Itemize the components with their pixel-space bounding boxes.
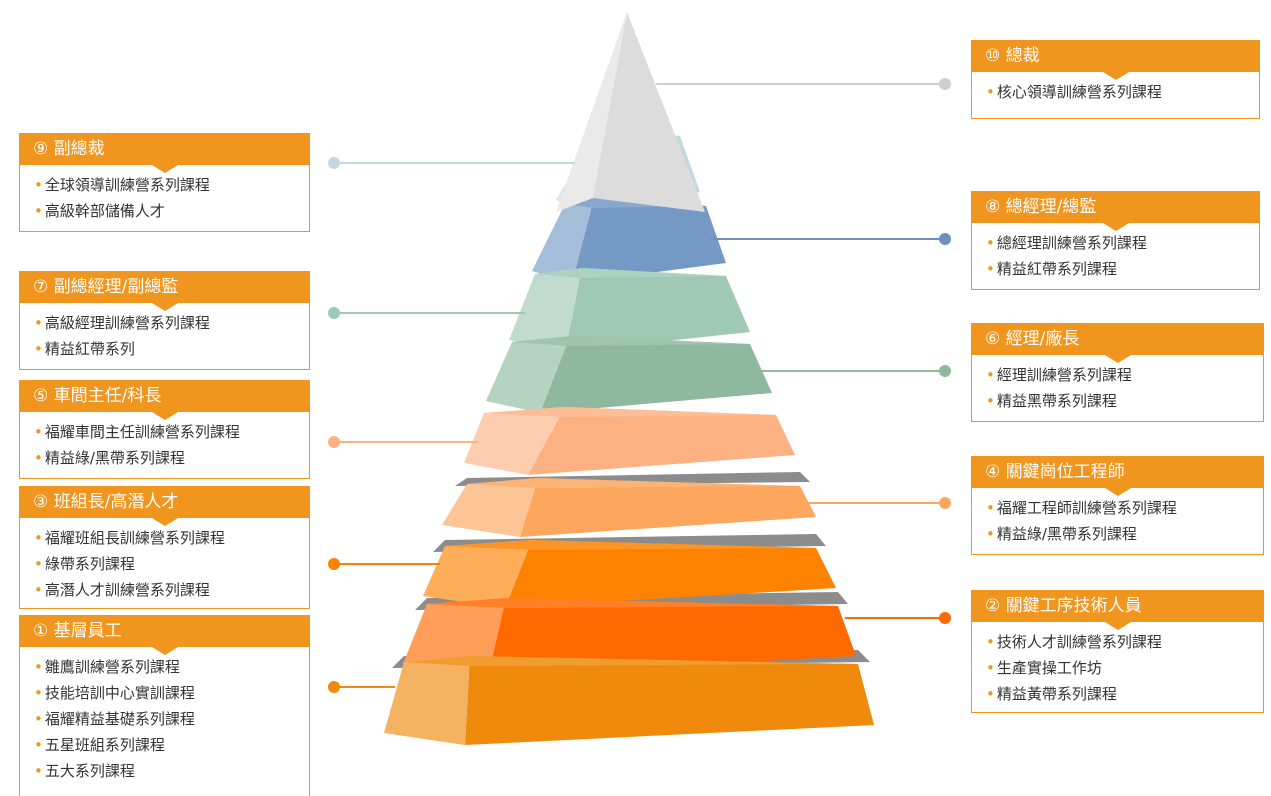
tier6-face [540,336,772,413]
list-item: • 高潛人才訓練營系列課程 [34,577,309,603]
level-3-title: ③ 班組長/高潛人才 [20,487,309,518]
level-6-title: ⑥ 經理/廠長 [972,324,1263,355]
connector-dot [328,157,340,169]
list-item: • 福耀工程師訓練營系列課程 [986,495,1263,521]
list-item: • 福耀精益基礎系列課程 [34,706,309,732]
box-level-5: ⑤ 車間主任/科長 • 福耀車間主任訓練營系列課程 • 精益綠/黑帶系列課程 [19,380,310,479]
tier5-face [528,407,795,475]
list-item: • 經理訓練營系列課程 [986,362,1263,388]
box-level-8: ⑧ 總經理/總監 • 總經理訓練營系列課程 • 精益紅帶系列課程 [971,191,1260,290]
list-item: • 生產實操工作坊 [986,655,1263,681]
list-item: • 核心領導訓練營系列課程 [986,79,1259,105]
connector-dot [939,233,951,245]
list-item: • 精益紅帶系列 [34,336,309,362]
level-8-items: • 總經理訓練營系列課程 • 精益紅帶系列課程 [972,223,1259,288]
level-5-title: ⑤ 車間主任/科長 [20,381,309,412]
connector-dot [939,365,951,377]
list-item: • 總經理訓練營系列課程 [986,230,1259,256]
box-level-9: ⑨ 副總裁 • 全球領導訓練營系列課程 • 高級幹部儲備人才 [19,133,310,232]
level-1-items: • 雛鷹訓練營系列課程 • 技能培訓中心實訓課程 • 福耀精益基礎系列課程 • 五星班組… [20,647,309,790]
level-10-title: ⑩ 總裁 [972,41,1259,72]
list-item: • 雛鷹訓練營系列課程 [34,654,309,680]
connector-dot [939,612,951,624]
list-item: • 五大系列課程 [34,758,309,784]
tier1-face [465,656,874,745]
list-item: • 福耀班組長訓練營系列課程 [34,525,309,551]
list-item: • 精益綠/黑帶系列課程 [34,445,309,471]
connector-dot [939,78,951,90]
level-1-title: ① 基層員工 [20,616,309,647]
list-item: • 精益黑帶系列課程 [986,388,1263,414]
tier1-side [384,656,470,745]
list-item: • 福耀車間主任訓練營系列課程 [34,419,309,445]
connector-dot [328,558,340,570]
connector-dot [939,497,951,509]
level-7-title: ⑦ 副總經理/副總監 [20,272,309,303]
list-item: • 綠帶系列課程 [34,551,309,577]
level-2-title: ② 關鍵工序技術人員 [972,591,1263,622]
list-item: • 全球領導訓練營系列課程 [34,172,309,198]
level-8-title: ⑧ 總經理/總監 [972,192,1259,223]
connector-dot [328,436,340,448]
box-level-4: ④ 關鍵崗位工程師 • 福耀工程師訓練營系列課程 • 精益綠/黑帶系列課程 [971,456,1264,555]
connector-dot [328,307,340,319]
list-item: • 技術人才訓練營系列課程 [986,629,1263,655]
level-3-items: • 福耀班組長訓練營系列課程 • 綠帶系列課程 • 高潛人才訓練營系列課程 [20,518,309,609]
level-9-title: ⑨ 副總裁 [20,134,309,165]
tier10-face [593,12,705,212]
level-4-items: • 福耀工程師訓練營系列課程 • 精益綠/黑帶系列課程 [972,488,1263,553]
box-level-10: ⑩ 總裁 • 核心領導訓練營系列課程 [971,40,1260,119]
list-item: • 高級經理訓練營系列課程 [34,310,309,336]
level-9-items: • 全球領導訓練營系列課程 • 高級幹部儲備人才 [20,165,309,230]
connector-dot [328,681,340,693]
list-item: • 高級幹部儲備人才 [34,198,309,224]
list-item: • 精益黃帶系列課程 [986,681,1263,707]
level-5-items: • 福耀車間主任訓練營系列課程 • 精益綠/黑帶系列課程 [20,412,309,477]
level-4-title: ④ 關鍵崗位工程師 [972,457,1263,488]
list-item: • 五星班組系列課程 [34,732,309,758]
box-level-3: ③ 班組長/高潛人才 • 福耀班組長訓練營系列課程 • 綠帶系列課程 • 高潛人才訓練… [19,486,310,609]
box-level-6: ⑥ 經理/廠長 • 經理訓練營系列課程 • 精益黑帶系列課程 [971,323,1264,422]
box-level-2: ② 關鍵工序技術人員 • 技術人才訓練營系列課程 • 生產實操工作坊 • 精益黃帶系列… [971,590,1264,713]
level-2-items: • 技術人才訓練營系列課程 • 生產實操工作坊 • 精益黃帶系列課程 [972,622,1263,713]
list-item: • 精益綠/黑帶系列課程 [986,521,1263,547]
box-level-1: ① 基層員工 • 雛鷹訓練營系列課程 • 技能培訓中心實訓課程 • 福耀精益基礎系列課… [19,615,310,796]
level-7-items: • 高級經理訓練營系列課程 • 精益紅帶系列 [20,303,309,368]
level-6-items: • 經理訓練營系列課程 • 精益黑帶系列課程 [972,355,1263,420]
list-item: • 精益紅帶系列課程 [986,256,1259,282]
list-item: • 技能培訓中心實訓課程 [34,680,309,706]
box-level-7: ⑦ 副總經理/副總監 • 高級經理訓練營系列課程 • 精益紅帶系列 [19,271,310,370]
